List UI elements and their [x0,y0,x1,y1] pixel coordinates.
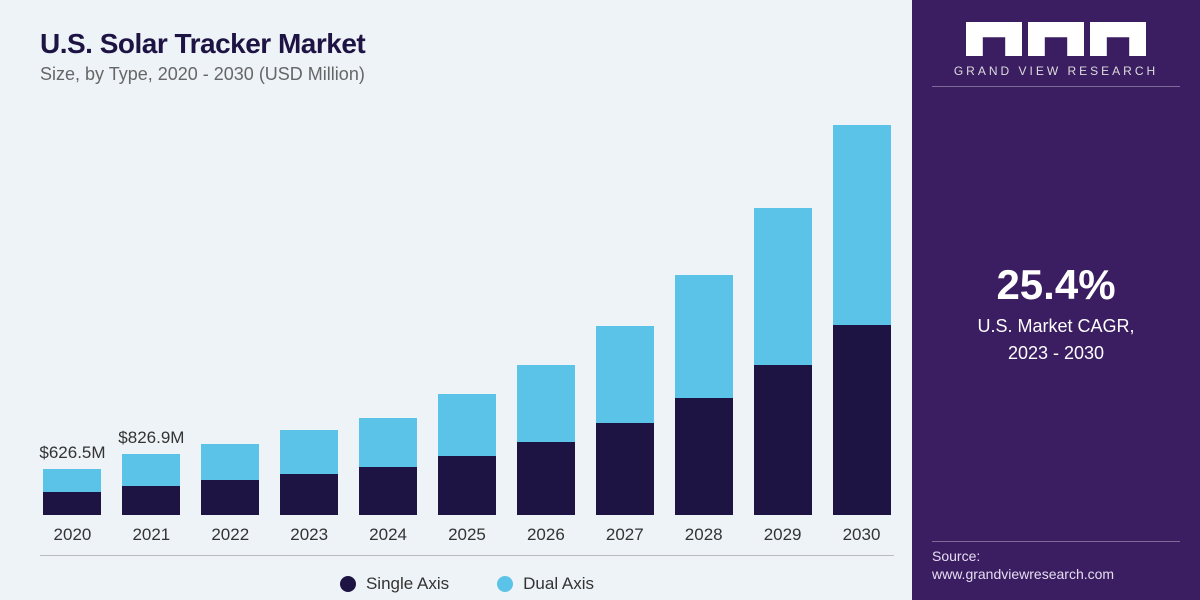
stat-value: 25.4% [996,261,1115,309]
bar-group: 2029 [750,208,815,545]
bar-chart: $626.5M2020$826.9M2021202220232024202520… [40,125,894,555]
legend-label: Single Axis [366,574,449,594]
brand-name: GRAND VIEW RESEARCH [954,64,1158,78]
brand-logo-icon [966,22,1146,56]
bar-segment-dual-axis [201,444,259,481]
bar-segment-dual-axis [517,365,575,442]
bar-segment-dual-axis [754,208,812,365]
bar-group: 2030 [829,125,894,545]
bar-group: 2026 [513,365,578,545]
stacked-bar [359,418,417,515]
bar-group: 2023 [277,430,342,545]
stat-block: 25.4% U.S. Market CAGR, 2023 - 2030 [977,87,1134,541]
bar-segment-dual-axis [833,125,891,325]
bar-segment-single-axis [280,474,338,515]
bar-segment-single-axis [438,456,496,515]
chart-panel: U.S. Solar Tracker Market Size, by Type,… [0,0,912,600]
stacked-bar [438,394,496,515]
bar-group: 2022 [198,444,263,545]
bar-segment-dual-axis [675,275,733,398]
bar-group: $626.5M2020 [40,469,105,545]
legend-item-dual-axis: Dual Axis [497,574,594,594]
bar-group: 2024 [356,418,421,545]
stacked-bar [122,454,180,514]
bar-segment-single-axis [122,486,180,515]
stacked-bar [517,365,575,515]
bar-segment-single-axis [43,492,101,515]
bar-value-label: $626.5M [39,443,105,463]
stacked-bar [201,444,259,515]
x-axis-label: 2027 [606,525,644,545]
x-axis-label: 2029 [764,525,802,545]
source-row: Source: www.grandviewresearch.com [932,542,1180,582]
bar-segment-single-axis [754,365,812,515]
bar-segment-dual-axis [43,469,101,492]
bar-segment-dual-axis [359,418,417,468]
bar-segment-single-axis [517,442,575,515]
x-axis-label: 2021 [132,525,170,545]
x-axis-label: 2026 [527,525,565,545]
legend-label: Dual Axis [523,574,594,594]
x-axis-label: 2028 [685,525,723,545]
bar-segment-single-axis [596,423,654,515]
x-axis-label: 2022 [211,525,249,545]
bar-segment-single-axis [359,467,417,515]
stacked-bar [754,208,812,515]
x-axis-label: 2030 [843,525,881,545]
bar-group: $826.9M2021 [119,454,184,544]
bar-group: 2027 [592,326,657,545]
source-label: Source: [932,548,1180,564]
x-axis-label: 2023 [290,525,328,545]
source-value: www.grandviewresearch.com [932,566,1114,582]
bar-segment-single-axis [201,480,259,514]
legend-item-single-axis: Single Axis [340,574,449,594]
bar-segment-dual-axis [122,454,180,485]
side-panel: GRAND VIEW RESEARCH 25.4% U.S. Market CA… [912,0,1200,600]
stacked-bar [596,326,654,515]
bar-segment-dual-axis [438,394,496,456]
legend-swatch-icon [340,576,356,592]
bar-value-label: $826.9M [118,428,184,448]
bar-segment-single-axis [833,325,891,515]
bar-segment-single-axis [675,398,733,515]
bar-segment-dual-axis [596,326,654,423]
stacked-bar [280,430,338,515]
bar-group: 2025 [435,394,500,545]
stacked-bar [675,275,733,515]
chart-title: U.S. Solar Tracker Market [40,28,894,60]
chart-legend: Single Axis Dual Axis [40,574,894,594]
stat-label: U.S. Market CAGR, 2023 - 2030 [977,313,1134,367]
stacked-bar [833,125,891,515]
x-axis-label: 2025 [448,525,486,545]
chart-subtitle: Size, by Type, 2020 - 2030 (USD Million) [40,64,894,85]
x-axis-label: 2020 [54,525,92,545]
x-axis-label: 2024 [369,525,407,545]
bar-segment-dual-axis [280,430,338,474]
stacked-bar [43,469,101,515]
legend-swatch-icon [497,576,513,592]
bar-group: 2028 [671,275,736,545]
chart-baseline [40,555,894,556]
